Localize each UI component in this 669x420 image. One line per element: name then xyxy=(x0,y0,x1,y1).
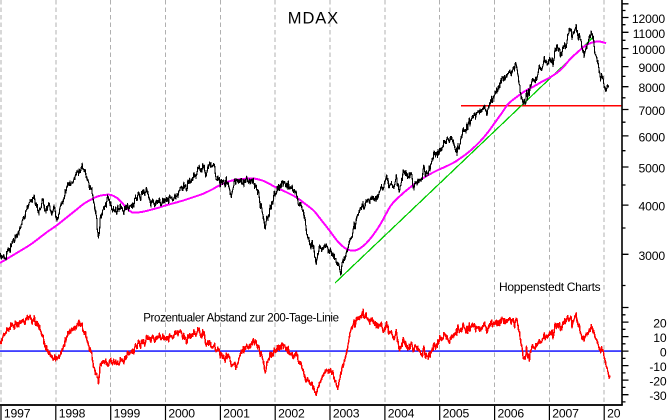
svg-text:2004: 2004 xyxy=(388,406,415,420)
svg-text:Hoppenstedt Charts: Hoppenstedt Charts xyxy=(499,280,601,294)
svg-text:12000: 12000 xyxy=(632,12,666,26)
svg-text:20: 20 xyxy=(607,406,621,420)
svg-text:-20: -20 xyxy=(649,375,667,389)
svg-text:10: 10 xyxy=(653,331,667,345)
svg-text:2002: 2002 xyxy=(278,406,305,420)
svg-text:2006: 2006 xyxy=(498,406,525,420)
svg-text:10000: 10000 xyxy=(632,43,666,57)
svg-text:11000: 11000 xyxy=(633,27,666,41)
svg-text:7000: 7000 xyxy=(638,104,665,118)
svg-text:2001: 2001 xyxy=(223,406,250,420)
svg-text:6000: 6000 xyxy=(638,130,665,144)
svg-text:0: 0 xyxy=(660,346,667,360)
svg-text:9000: 9000 xyxy=(638,61,665,75)
svg-text:3000: 3000 xyxy=(638,249,665,263)
svg-text:Prozentualer Abstand zur 200-T: Prozentualer Abstand zur 200-Tage-Linie xyxy=(143,312,339,324)
svg-text:1999: 1999 xyxy=(114,406,141,420)
svg-text:2003: 2003 xyxy=(333,406,360,420)
svg-text:1997: 1997 xyxy=(4,406,31,420)
svg-text:1998: 1998 xyxy=(59,406,86,420)
svg-text:2005: 2005 xyxy=(443,406,470,420)
svg-text:-10: -10 xyxy=(649,360,667,374)
svg-text:5000: 5000 xyxy=(638,162,665,176)
svg-text:MDAX: MDAX xyxy=(288,10,339,28)
svg-text:20: 20 xyxy=(653,317,667,331)
svg-text:4000: 4000 xyxy=(638,200,665,214)
svg-text:2000: 2000 xyxy=(168,406,195,420)
svg-text:2007: 2007 xyxy=(552,406,579,420)
svg-text:8000: 8000 xyxy=(638,81,665,95)
svg-text:-30: -30 xyxy=(649,389,667,403)
